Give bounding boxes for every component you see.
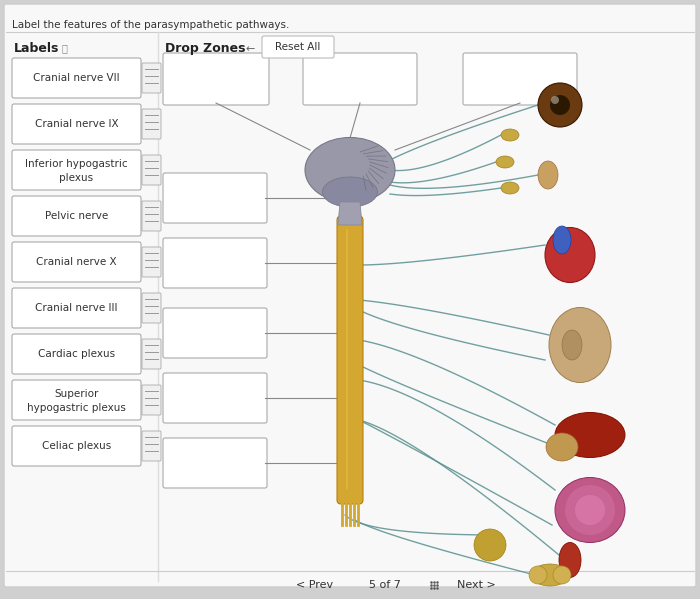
Ellipse shape: [323, 177, 377, 207]
Ellipse shape: [555, 413, 625, 458]
FancyBboxPatch shape: [142, 293, 161, 323]
Polygon shape: [338, 202, 362, 225]
FancyBboxPatch shape: [12, 104, 141, 144]
FancyBboxPatch shape: [163, 53, 269, 105]
FancyBboxPatch shape: [163, 373, 267, 423]
Text: 5 of 7: 5 of 7: [369, 580, 401, 590]
FancyBboxPatch shape: [12, 58, 141, 98]
Text: ⓘ: ⓘ: [62, 43, 68, 53]
Text: Cardiac plexus: Cardiac plexus: [38, 349, 115, 359]
Ellipse shape: [546, 433, 578, 461]
Ellipse shape: [555, 477, 625, 543]
Ellipse shape: [559, 543, 581, 577]
Circle shape: [474, 529, 506, 561]
Ellipse shape: [531, 564, 569, 586]
FancyBboxPatch shape: [163, 173, 267, 223]
FancyBboxPatch shape: [12, 380, 141, 420]
Text: Drop Zones: Drop Zones: [165, 42, 246, 55]
Circle shape: [538, 83, 582, 127]
Circle shape: [565, 485, 615, 535]
FancyBboxPatch shape: [142, 385, 161, 415]
Text: Labels: Labels: [14, 42, 60, 55]
FancyBboxPatch shape: [4, 4, 696, 587]
FancyBboxPatch shape: [12, 196, 141, 236]
FancyBboxPatch shape: [262, 36, 334, 58]
Ellipse shape: [305, 138, 395, 202]
Ellipse shape: [501, 182, 519, 194]
Text: Label the features of the parasympathetic pathways.: Label the features of the parasympatheti…: [12, 20, 289, 30]
FancyBboxPatch shape: [142, 63, 161, 93]
Ellipse shape: [501, 129, 519, 141]
Text: Pelvic nerve: Pelvic nerve: [45, 211, 108, 221]
FancyBboxPatch shape: [142, 155, 161, 185]
FancyBboxPatch shape: [142, 109, 161, 139]
FancyBboxPatch shape: [142, 247, 161, 277]
FancyBboxPatch shape: [303, 53, 417, 105]
FancyBboxPatch shape: [142, 201, 161, 231]
Text: Next >: Next >: [456, 580, 496, 590]
Text: Cranial nerve X: Cranial nerve X: [36, 257, 117, 267]
FancyBboxPatch shape: [12, 242, 141, 282]
Text: Inferior hypogastric: Inferior hypogastric: [25, 159, 128, 169]
FancyBboxPatch shape: [163, 308, 267, 358]
Ellipse shape: [496, 156, 514, 168]
Text: Cranial nerve IX: Cranial nerve IX: [35, 119, 118, 129]
FancyBboxPatch shape: [12, 288, 141, 328]
FancyBboxPatch shape: [463, 53, 577, 105]
FancyBboxPatch shape: [12, 334, 141, 374]
Circle shape: [550, 95, 570, 115]
Circle shape: [529, 566, 547, 584]
Text: Superior: Superior: [55, 389, 99, 399]
Text: < Prev: < Prev: [296, 580, 334, 590]
Text: plexus: plexus: [60, 173, 94, 183]
FancyBboxPatch shape: [337, 216, 363, 504]
Text: Cranial nerve III: Cranial nerve III: [35, 303, 118, 313]
FancyBboxPatch shape: [12, 150, 141, 190]
Circle shape: [553, 566, 571, 584]
FancyBboxPatch shape: [142, 339, 161, 369]
Ellipse shape: [545, 228, 595, 283]
FancyBboxPatch shape: [12, 426, 141, 466]
Text: Reset All: Reset All: [275, 42, 321, 52]
Text: hypogastric plexus: hypogastric plexus: [27, 403, 126, 413]
Text: ←: ←: [245, 44, 254, 54]
Text: Celiac plexus: Celiac plexus: [42, 441, 111, 451]
Circle shape: [551, 96, 559, 104]
FancyBboxPatch shape: [163, 438, 267, 488]
Circle shape: [575, 495, 605, 525]
Ellipse shape: [538, 161, 558, 189]
Text: Cranial nerve VII: Cranial nerve VII: [33, 73, 120, 83]
FancyBboxPatch shape: [142, 431, 161, 461]
Ellipse shape: [549, 307, 611, 383]
Ellipse shape: [562, 330, 582, 360]
FancyBboxPatch shape: [163, 238, 267, 288]
Ellipse shape: [553, 226, 571, 254]
